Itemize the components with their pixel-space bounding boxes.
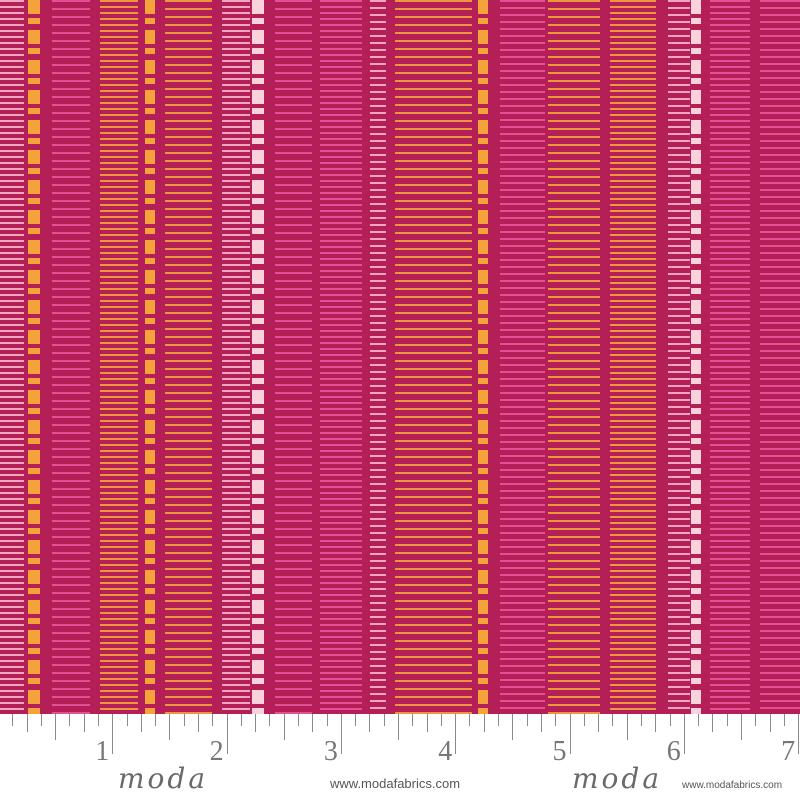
ruler-tick — [140, 714, 142, 732]
ruler-tick — [312, 714, 314, 732]
ruler-tick — [369, 714, 371, 732]
fabric-stripe — [275, 0, 312, 714]
ruler-tick — [569, 714, 571, 754]
fabric-stripe — [52, 0, 90, 714]
ruler-tick — [626, 714, 628, 740]
fabric-stripe — [691, 0, 701, 714]
ruler-tick — [169, 714, 171, 740]
ruler-tick — [198, 714, 200, 732]
ruler-tick — [412, 714, 414, 726]
ruler-tick — [326, 714, 328, 726]
ruler-tick — [755, 714, 757, 726]
ruler-tick — [155, 714, 157, 726]
ruler-tick — [40, 714, 42, 726]
ruler-tick — [226, 714, 228, 754]
ruler-tick — [455, 714, 457, 754]
moda-logo-2: moda — [572, 762, 663, 795]
ruler-tick — [212, 714, 214, 726]
ruler-tick — [512, 714, 514, 740]
fabric-stripe — [710, 0, 750, 714]
ruler-label: 6 — [666, 736, 681, 767]
ruler-label: 1 — [95, 736, 110, 767]
ruler-tick — [440, 714, 442, 726]
ruler-tick — [583, 714, 585, 726]
ruler-tick — [26, 714, 28, 732]
website-url-2: www.modafabrics.com — [682, 780, 783, 791]
ruler-label: 5 — [552, 736, 567, 767]
ruler-tick — [698, 714, 700, 726]
fabric-stripe — [395, 0, 472, 714]
ruler-tick — [669, 714, 671, 726]
fabric-stripe — [500, 0, 545, 714]
moda-logo: moda — [118, 762, 209, 795]
fabric-stripe — [370, 0, 386, 714]
ruler-tick — [469, 714, 471, 726]
fabric-stripe — [100, 0, 138, 714]
ruler-tick — [798, 714, 800, 754]
ruler-tick — [69, 714, 71, 726]
fabric-stripe — [0, 0, 24, 714]
ruler-tick — [540, 714, 542, 732]
ruler-tick — [726, 714, 728, 726]
ruler-tick — [498, 714, 500, 726]
fabric-stripe — [668, 0, 690, 714]
ruler-tick — [526, 714, 528, 726]
fabric-stripe — [478, 0, 488, 714]
ruler-tick — [598, 714, 600, 732]
ruler-tick — [183, 714, 185, 726]
fabric-swatch — [0, 0, 800, 714]
fabric-stripe — [28, 0, 40, 714]
ruler-tick — [740, 714, 742, 740]
ruler-tick — [783, 714, 785, 726]
ruler-tick — [426, 714, 428, 732]
ruler-tick — [12, 714, 14, 726]
fabric-stripe — [222, 0, 250, 714]
ruler-tick — [398, 714, 400, 740]
ruler: moda www.modafabrics.com moda www.modafa… — [0, 714, 800, 800]
ruler-label: 7 — [781, 736, 796, 767]
ruler-tick — [683, 714, 685, 754]
ruler-tick — [240, 714, 242, 726]
ruler-tick — [383, 714, 385, 726]
fabric-stripe — [165, 0, 212, 714]
website-url: www.modafabrics.com — [330, 776, 461, 791]
ruler-tick — [269, 714, 271, 726]
ruler-label: 4 — [438, 736, 453, 767]
fabric-stripe — [610, 0, 656, 714]
fabric-stripe — [548, 0, 600, 714]
ruler-label: 2 — [209, 736, 224, 767]
fabric-stripe — [252, 0, 264, 714]
ruler-tick — [255, 714, 257, 732]
ruler-label: 3 — [323, 736, 338, 767]
ruler-tick — [340, 714, 342, 754]
ruler-tick — [355, 714, 357, 726]
ruler-tick — [112, 714, 114, 754]
ruler-tick — [555, 714, 557, 726]
ruler-tick — [298, 714, 300, 726]
ruler-tick — [283, 714, 285, 740]
ruler-tick — [612, 714, 614, 726]
ruler-tick — [640, 714, 642, 726]
fabric-stripe — [760, 0, 800, 714]
ruler-tick — [712, 714, 714, 732]
ruler-tick — [126, 714, 128, 726]
ruler-tick — [655, 714, 657, 732]
ruler-tick — [83, 714, 85, 732]
fabric-stripe — [320, 0, 362, 714]
ruler-tick — [98, 714, 99, 726]
ruler-tick — [483, 714, 485, 732]
ruler-tick — [769, 714, 771, 732]
ruler-tick — [55, 714, 57, 740]
fabric-stripe — [145, 0, 155, 714]
